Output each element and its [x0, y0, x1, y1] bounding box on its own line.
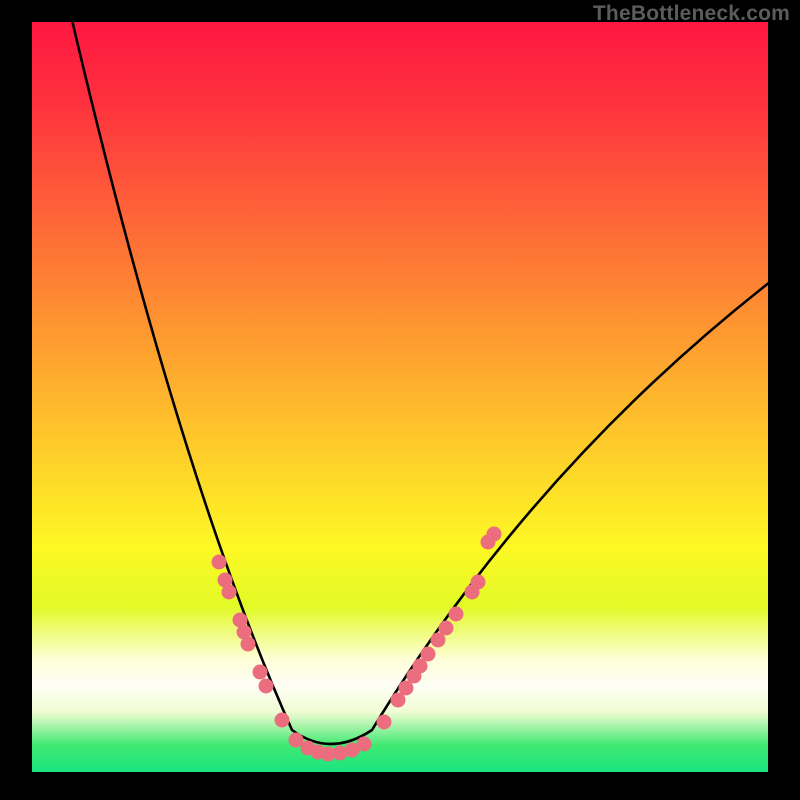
- marker-dot: [275, 713, 290, 728]
- marker-dot: [471, 575, 486, 590]
- stage: TheBottleneck.com: [0, 0, 800, 800]
- plot-background: [32, 22, 768, 772]
- marker-dot: [259, 679, 274, 694]
- marker-dot: [212, 555, 227, 570]
- marker-dot: [449, 607, 464, 622]
- watermark-text: TheBottleneck.com: [593, 2, 790, 26]
- marker-dot: [487, 527, 502, 542]
- marker-dot: [421, 647, 436, 662]
- marker-dot: [241, 637, 256, 652]
- marker-dot: [439, 621, 454, 636]
- marker-dot: [253, 665, 268, 680]
- marker-dot: [377, 715, 392, 730]
- marker-dot: [222, 585, 237, 600]
- marker-dot: [357, 737, 372, 752]
- plot-svg: [0, 0, 800, 800]
